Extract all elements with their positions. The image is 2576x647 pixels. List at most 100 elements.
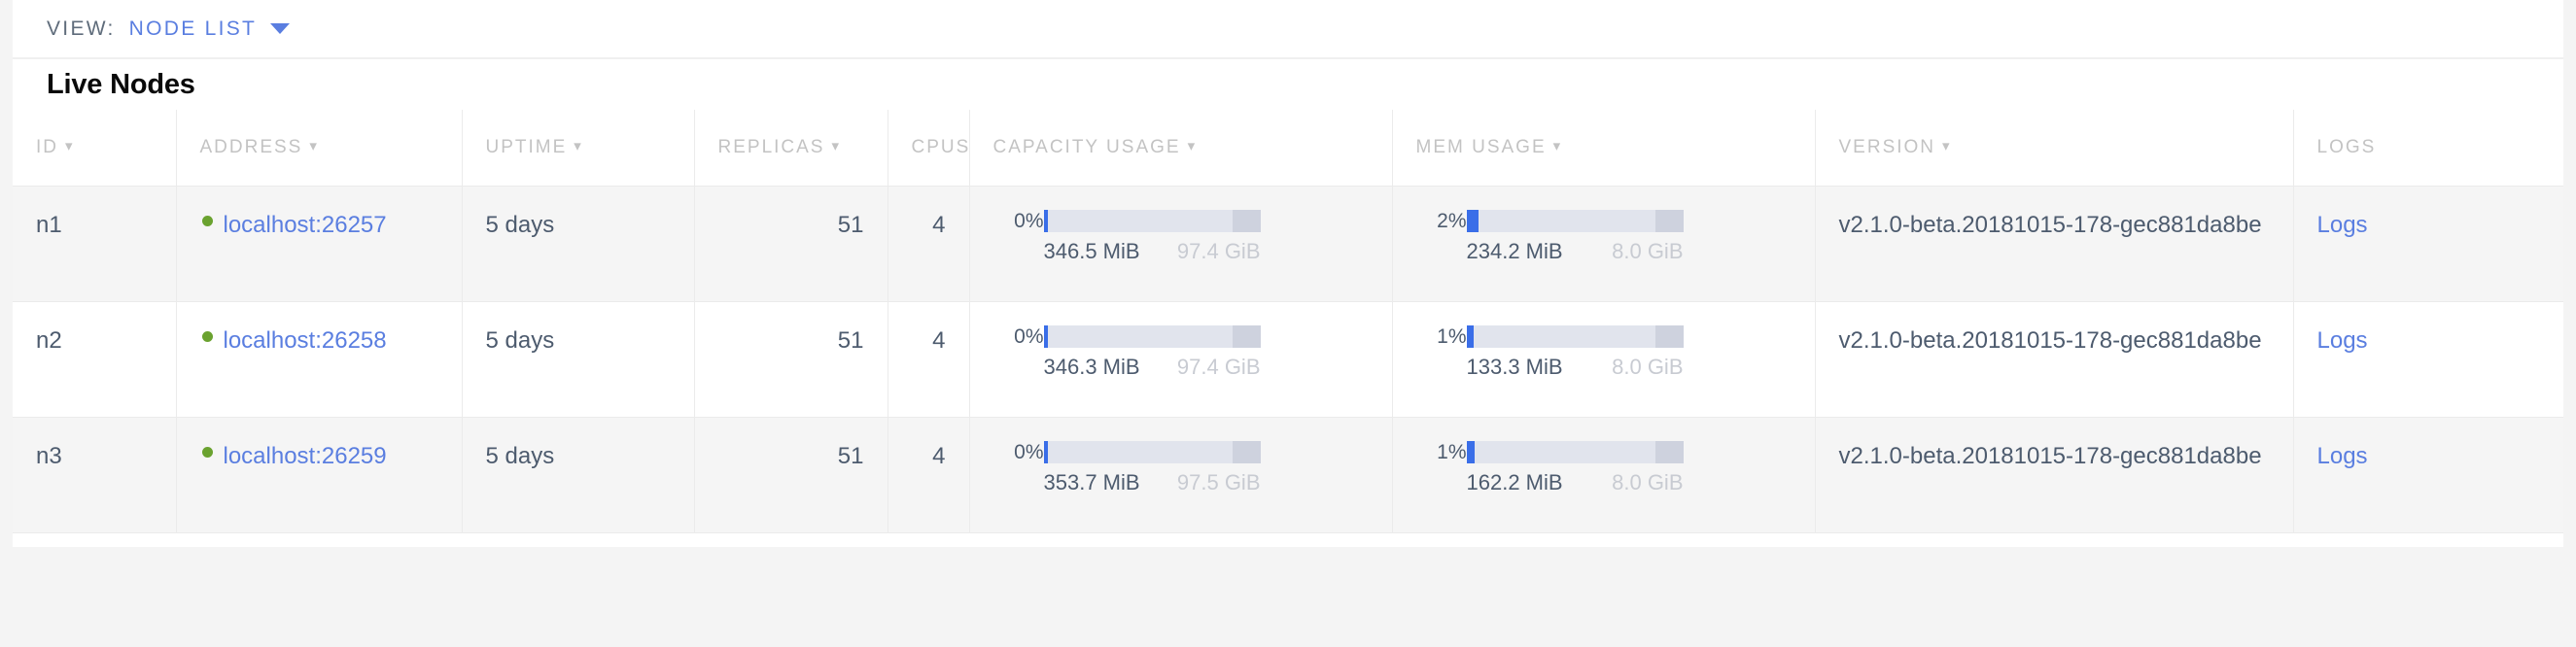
mem-usage: 1% 133.3 MiB 8.0 GiB [1416,324,1792,381]
cell-capacity-usage: 0% 346.3 MiB 97.4 GiB [969,301,1393,418]
capacity-usage-bar: 0% [993,209,1369,232]
capacity-usage-total: 97.4 GiB [1176,238,1261,263]
node-address-link[interactable]: localhost:26259 [223,442,387,469]
live-nodes-table: ID ▾ ADDRESS ▾ UPTIME ▾ REPLICAS ▾ CPUS CAPACITY … [13,110,2563,533]
cell-node-id: n3 [13,417,177,533]
mem-usage-legend: 133.3 MiB 8.0 GiB [1467,353,1684,381]
capacity-usage-legend: 346.3 MiB 97.4 GiB [1044,353,1261,381]
replicas-count: 51 [837,326,864,354]
uptime-text: 5 days [485,211,555,238]
replicas-count: 51 [837,442,864,469]
capacity-usage-capacity-cap [1232,440,1261,463]
cell-capacity-usage: 0% 346.5 MiB 97.4 GiB [969,186,1393,302]
capacity-usage-used: 353.7 MiB [1043,469,1140,494]
mem-usage-fill [1466,440,1476,463]
node-address-link[interactable]: localhost:26258 [223,326,387,354]
sort-descending-icon[interactable]: ▾ [1552,138,1563,154]
cell-replicas: 51 [694,301,888,418]
column-header-label: CPUS [911,137,971,157]
column-header-mem[interactable]: MEM USAGE ▾ [1392,110,1816,187]
node-address-link[interactable]: localhost:26257 [223,211,387,238]
column-header-capacity[interactable]: CAPACITY USAGE ▾ [969,110,1393,187]
capacity-usage-capacity-cap [1232,209,1261,232]
mem-usage-used: 162.2 MiB [1466,469,1563,494]
column-header-label: UPTIME [485,137,568,157]
node-id-text: n3 [36,442,62,469]
column-header-address[interactable]: ADDRESS ▾ [176,110,463,187]
cell-node-id: n2 [13,301,177,418]
column-header-replicas[interactable]: REPLICAS ▾ [694,110,888,187]
health-status-dot-icon [201,215,213,226]
cell-mem-usage: 2% 234.2 MiB 8.0 GiB [1392,186,1816,302]
cell-node-address: localhost:26258 [176,301,463,418]
column-header-label: VERSION [1838,137,1936,157]
sort-descending-icon[interactable]: ▾ [65,138,75,154]
table-header: ID ▾ ADDRESS ▾ UPTIME ▾ REPLICAS ▾ CPUS CAPACITY … [13,110,2563,187]
column-header-label: MEM USAGE [1415,137,1547,157]
mem-usage-fill [1466,209,1479,232]
cell-replicas: 51 [694,417,888,533]
cpus-count: 4 [932,211,946,238]
cell-cpus: 4 [888,186,970,302]
cell-uptime: 5 days [462,301,695,418]
cpus-count: 4 [932,326,946,354]
mem-usage-percent: 1% [1437,440,1467,463]
capacity-usage-legend: 346.5 MiB 97.4 GiB [1044,237,1261,265]
column-header-label: ID [36,137,58,157]
cell-mem-usage: 1% 133.3 MiB 8.0 GiB [1392,301,1816,418]
version-text: v2.1.0-beta.20181015-178-gec881da8be [1838,211,2262,238]
logs-link[interactable]: Logs [2316,326,2368,354]
cell-uptime: 5 days [462,417,695,533]
column-header-label: REPLICAS [717,137,825,157]
sort-descending-icon[interactable]: ▾ [831,138,842,154]
mem-usage-legend: 162.2 MiB 8.0 GiB [1467,468,1684,496]
sort-descending-icon[interactable]: ▾ [1942,138,1952,154]
sort-descending-icon[interactable]: ▾ [1187,138,1198,154]
cell-logs: Logs [2293,186,2563,302]
cpus-count: 4 [932,442,946,469]
capacity-usage: 0% 346.5 MiB 97.4 GiB [993,209,1369,265]
capacity-usage-bar: 0% [993,440,1369,463]
cell-cpus: 4 [888,301,970,418]
cell-node-id: n1 [13,186,177,302]
capacity-usage-total: 97.4 GiB [1176,354,1261,379]
mem-usage-capacity-cap [1654,209,1684,232]
mem-usage-bar: 1% [1416,440,1792,463]
capacity-usage-track [1043,324,1261,348]
column-header-label: LOGS [2316,137,2377,157]
column-header-uptime[interactable]: UPTIME ▾ [462,110,695,187]
cell-version: v2.1.0-beta.20181015-178-gec881da8be [1815,417,2294,533]
capacity-usage-total: 97.5 GiB [1176,469,1261,494]
view-dropdown[interactable]: NODE LIST [129,17,291,41]
table-header-row: ID ▾ ADDRESS ▾ UPTIME ▾ REPLICAS ▾ CPUS CAPACITY … [13,110,2563,187]
column-header-version[interactable]: VERSION ▾ [1815,110,2294,187]
logs-link[interactable]: Logs [2316,211,2368,238]
view-label: VIEW: [47,17,116,40]
logs-link[interactable]: Logs [2316,442,2368,469]
sort-descending-icon[interactable]: ▾ [309,138,319,154]
sort-descending-icon[interactable]: ▾ [574,138,583,154]
column-header-id[interactable]: ID ▾ [13,110,177,187]
version-text: v2.1.0-beta.20181015-178-gec881da8be [1838,442,2262,469]
capacity-usage-track [1043,209,1261,232]
capacity-usage-fill [1043,440,1048,463]
cell-version: v2.1.0-beta.20181015-178-gec881da8be [1815,186,2294,302]
cell-capacity-usage: 0% 353.7 MiB 97.5 GiB [969,417,1393,533]
mem-usage-total: 8.0 GiB [1612,238,1684,263]
cell-node-address: localhost:26259 [176,417,463,533]
health-status-dot-icon [201,446,213,458]
mem-usage-capacity-cap [1654,440,1684,463]
capacity-usage-percent: 0% [1014,209,1044,232]
replicas-count: 51 [837,211,864,238]
capacity-usage-used: 346.5 MiB [1043,238,1140,263]
version-text: v2.1.0-beta.20181015-178-gec881da8be [1838,326,2262,354]
health-status-dot-icon [201,330,213,342]
mem-usage-track [1466,324,1684,348]
cell-mem-usage: 1% 162.2 MiB 8.0 GiB [1392,417,1816,533]
column-header-label: CAPACITY USAGE [992,137,1181,157]
mem-usage-fill [1466,324,1474,348]
mem-usage: 2% 234.2 MiB 8.0 GiB [1416,209,1792,265]
mem-usage-bar: 1% [1416,324,1792,348]
capacity-usage-fill [1043,324,1048,348]
